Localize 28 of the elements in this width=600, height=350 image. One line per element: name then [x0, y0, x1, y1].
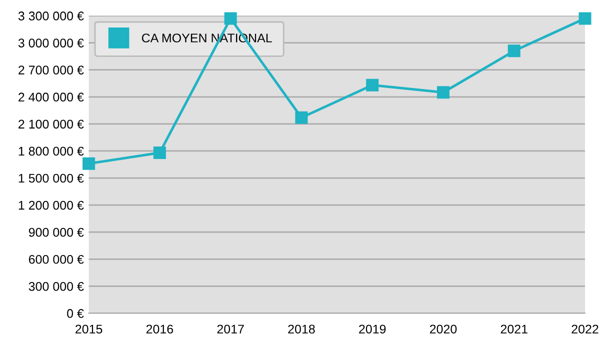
y-tick-label: 2 700 000 € — [18, 66, 84, 74]
x-tick-label: 2022 — [572, 324, 598, 334]
point — [224, 12, 237, 25]
x-tick-label: 2019 — [359, 324, 386, 334]
point — [82, 157, 96, 170]
x-tick-label: 2015 — [76, 324, 102, 334]
point — [295, 111, 308, 124]
x-tick-label: 2020 — [430, 324, 457, 334]
y-tick-label: 600 000 € — [28, 254, 84, 264]
y-tick-label: 1 200 000 € — [18, 200, 84, 210]
y-tick-label: 300 000 € — [28, 282, 84, 291]
y-tick-label: 3 300 000 € — [18, 12, 84, 20]
y-tick-label: 1 500 000 € — [18, 174, 84, 183]
x-tick-label: 2017 — [217, 324, 244, 334]
y-tick-label: 3 000 000 € — [18, 38, 84, 48]
x-tick-label: 2016 — [146, 324, 174, 334]
x-tick-label: 2021 — [500, 324, 528, 334]
point — [366, 78, 379, 92]
point — [153, 146, 166, 160]
y-tick-label: 900 000 € — [28, 228, 84, 237]
x-tick-label: 2018 — [288, 324, 315, 334]
y-tick-label: 2 400 000 € — [18, 92, 84, 102]
point — [578, 12, 592, 25]
y-tick-label: 2 100 000 € — [18, 120, 84, 129]
point — [436, 86, 450, 99]
point — [508, 44, 520, 58]
y-tick-label: 0 € — [67, 309, 84, 318]
y-tick-label: 1 800 000 € — [18, 146, 84, 156]
